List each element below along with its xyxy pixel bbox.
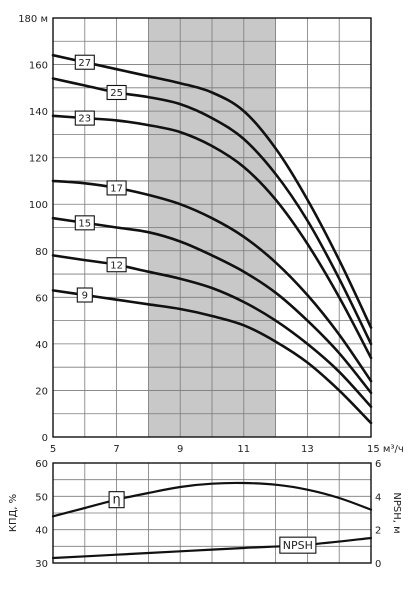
head-curve-23 [51,114,373,360]
y-tick-label: 100 [29,200,48,211]
y-left-tick-label: 50 [35,492,48,503]
curve-label: 27 [78,58,91,69]
curve-label-box [106,84,127,101]
curve-label-box [106,257,127,273]
curve-label-box [279,536,317,554]
head-flow-chart: 0 20 40 60 80 100 120 140 160 180 м 5 7 9 11 13 15 м³/ч… [18,14,404,455]
y-tick-label: 60 [35,293,48,304]
efficiency-npsh-chart: 30 40 50 60 0 2 4 6 КПД, % NPSH, м η NPSH [8,459,402,570]
curve-label: 12 [110,260,123,271]
curve-label-box [74,54,95,70]
curve-label: 15 [78,218,91,229]
x-tick-label: 5 [50,444,56,455]
y-right-tick-label: 6 [375,459,381,470]
head-curve-27 [51,53,373,329]
curve-label-box [106,180,127,196]
y-left-tick-label: 60 [35,459,48,470]
y-right-axis-title: NPSH, м [391,492,402,533]
y-left-tick-label: 30 [35,559,48,570]
curve-label: 9 [82,291,88,302]
y-tick-label: 120 [29,154,48,165]
y-tick-label: 20 [35,386,48,397]
y-tick-label: 140 [29,107,48,118]
y-left-tick-label: 40 [35,526,48,537]
curve-label: 23 [78,114,91,125]
curve-label-box [74,215,95,231]
plot-frame [52,17,372,438]
y-tick-label: 40 [35,340,48,351]
efficiency-curve [51,481,373,518]
y-right-tick-label: 2 [375,526,381,537]
plot-frame [52,462,372,564]
curve-label-box [74,110,95,126]
y-tick-label: 180 м [18,14,48,25]
y-tick-label: 0 [42,433,48,444]
curve-label: 17 [110,184,123,195]
y-right-tick-label: 0 [375,559,381,570]
x-tick-label: 7 [113,444,119,455]
head-curve-9 [51,289,373,425]
y-tick-label: 80 [35,247,48,258]
head-curve-15 [51,216,373,395]
y-left-axis-title: КПД, % [8,494,19,532]
x-tick-label: 11 [237,444,250,455]
y-tick-label: 160 [29,61,48,72]
y-right-tick-label: 4 [375,492,381,503]
x-tick-label: 9 [177,444,183,455]
curve-label-box [108,491,125,509]
curve-label: η [112,493,120,508]
x-tick-label: 13 [301,444,314,455]
curve-label-box [76,287,93,303]
x-tick-label: 15 м³/ч [367,444,404,455]
curve-label: NPSH [283,539,313,552]
curve-label: 25 [110,88,123,99]
